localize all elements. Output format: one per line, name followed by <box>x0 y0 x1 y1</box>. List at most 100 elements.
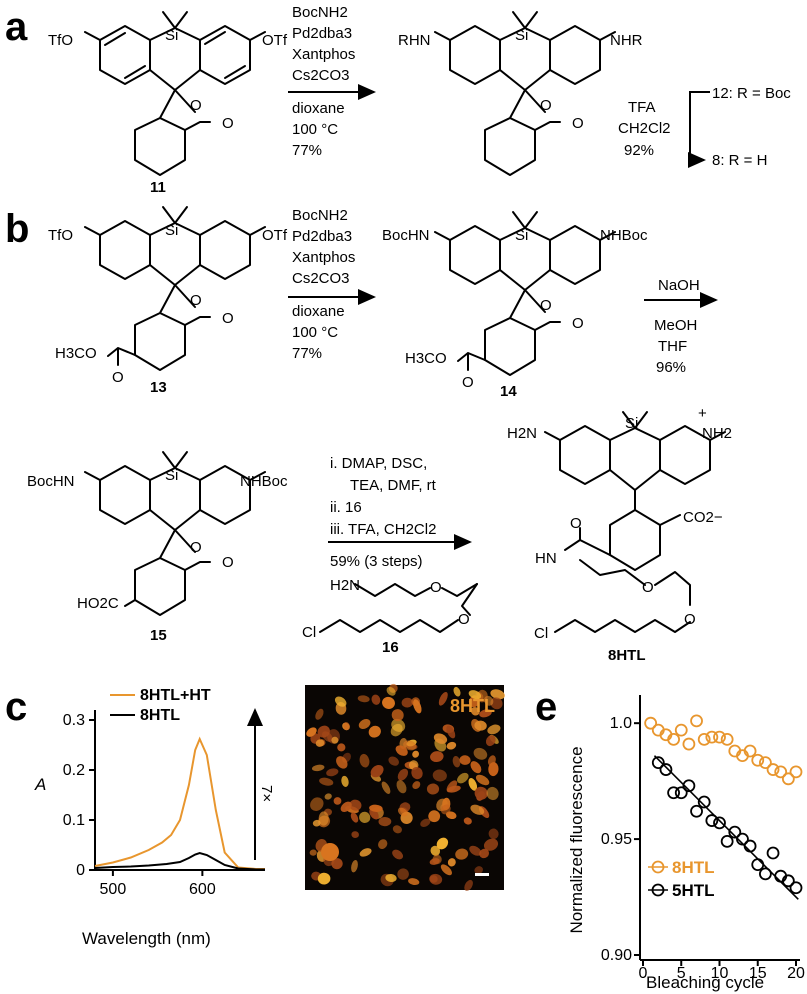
point-8htl <box>705 730 719 744</box>
chloride: Cl <box>302 624 316 641</box>
point-5htl <box>766 846 780 860</box>
o-atom: O <box>112 369 124 386</box>
compound-13-right: OTf <box>262 227 288 244</box>
product-carboxylate: CO2− <box>683 509 723 526</box>
amide-nh: HN <box>535 550 557 567</box>
cell-nucleus <box>397 807 408 817</box>
cell-nucleus <box>486 786 499 801</box>
cell-nucleus <box>322 731 333 742</box>
x-tick-label: 10 <box>711 965 729 982</box>
svg-text:CH2Cl2: CH2Cl2 <box>618 120 671 137</box>
svg-text:59% (3 steps): 59% (3 steps) <box>330 553 423 570</box>
svg-text:dioxane: dioxane <box>292 303 345 320</box>
cell-nucleus <box>428 810 441 823</box>
cell-nucleus <box>319 777 334 786</box>
conditions-a: BocNH2 Pd2dba3 Xantphos Cs2CO3 dioxane 1… <box>292 4 355 159</box>
cell-nucleus <box>381 781 391 794</box>
image-label: 8HTL <box>450 696 495 716</box>
svg-text:100 °C: 100 °C <box>292 121 338 138</box>
point-5htl <box>781 874 795 888</box>
cell-nucleus <box>445 811 457 820</box>
point-8htl <box>781 772 795 786</box>
si-atom: Si <box>165 467 178 484</box>
point-5htl <box>720 835 734 848</box>
point-5htl <box>789 881 803 895</box>
product-iminium: NH2 <box>702 425 732 442</box>
y-tick-label: 0.2 <box>63 762 85 779</box>
cell-nucleus <box>446 725 456 739</box>
o-atom: O <box>190 97 202 114</box>
svg-text:Pd2dba3: Pd2dba3 <box>292 25 352 42</box>
compound-15-right: NHBoc <box>240 473 288 490</box>
r-h-label: 8: R = H <box>712 152 767 169</box>
panel-label-b: b <box>5 207 29 251</box>
chart-c: 0 0.1 0.2 0.3 500 600 8HTL+HT 8HTL 7× A Wave… <box>34 687 275 948</box>
cell-nucleus <box>474 786 488 800</box>
reagent-16-structure <box>319 583 478 633</box>
compound-12-right: NHR <box>610 32 643 49</box>
product-8htl-label: 8HTL <box>608 647 646 664</box>
svg-text:THF: THF <box>658 338 687 355</box>
cell-nucleus <box>411 767 423 780</box>
chart-e: 0.90 0.95 1.0 0 5 10 15 20 8HTL 5HTL Normalize… <box>567 695 805 992</box>
compound-13-label: 13 <box>150 379 167 396</box>
point-8htl <box>713 730 726 744</box>
point-5htl <box>759 867 772 881</box>
cell-nucleus <box>309 849 317 856</box>
ester-group: H3CO <box>55 345 97 362</box>
cell-nucleus <box>485 735 496 747</box>
cell-nucleus <box>436 837 449 850</box>
o-atom: O <box>222 554 234 571</box>
o-atom: O <box>430 579 442 596</box>
r-boc-label: 12: R = Boc <box>712 85 791 102</box>
x-tick-label: 600 <box>189 881 216 898</box>
point-8htl <box>720 733 734 746</box>
positive-charge: + <box>698 405 707 422</box>
ester-group: H3CO <box>405 350 447 367</box>
point-5htl <box>705 814 719 827</box>
svg-text:Xantphos: Xantphos <box>292 249 355 266</box>
legend-label-8htl: 8HTL <box>672 858 715 877</box>
svg-text:dioxane: dioxane <box>292 100 345 117</box>
cell-nucleus <box>385 873 397 883</box>
cell-nucleus <box>341 775 349 787</box>
svg-text:NaOH: NaOH <box>658 277 700 294</box>
cell-nucleus <box>331 736 339 744</box>
reagent-16-amine: H2N <box>330 577 360 594</box>
o-atom: O <box>540 297 552 314</box>
legend-label-5htl: 5HTL <box>672 881 715 900</box>
scale-bar <box>475 873 489 876</box>
svg-text:i. DMAP, DSC,: i. DMAP, DSC, <box>330 455 427 472</box>
y-tick-label: 1.0 <box>610 715 632 732</box>
svg-text:ii. 16: ii. 16 <box>330 499 362 516</box>
o-atom: O <box>222 115 234 132</box>
svg-text:77%: 77% <box>292 142 322 159</box>
point-5htl <box>659 763 673 776</box>
point-5htl <box>736 832 749 846</box>
conditions-naoh: NaOH MeOH THF 96% <box>654 277 700 376</box>
cell-nucleus <box>430 845 441 856</box>
compound-11-label: 11 <box>150 179 166 196</box>
y-tick-label: 0.3 <box>63 712 85 729</box>
y-tick-label: 0.1 <box>63 812 85 829</box>
cell-nucleus <box>349 799 362 811</box>
deprotection-arrow <box>688 91 710 168</box>
o-atom: O <box>570 515 582 532</box>
cell-nucleus <box>474 720 487 731</box>
cell-nucleus <box>457 772 469 784</box>
cell-nucleus <box>359 811 371 824</box>
cell-nucleus <box>474 866 484 875</box>
o-atom: O <box>222 310 234 327</box>
cell-nucleus <box>397 768 409 781</box>
fluorescence-image <box>305 683 505 891</box>
cell-nucleus <box>359 848 372 857</box>
legend-label-8htl-ht: 8HTL+HT <box>140 687 211 704</box>
svg-text:TFA: TFA <box>628 99 656 116</box>
cell-nucleus <box>396 780 407 794</box>
cell-nucleus <box>369 804 383 812</box>
point-8htl <box>789 765 803 779</box>
compound-13-structure <box>84 206 266 371</box>
cell-nucleus <box>426 783 440 795</box>
cell-nucleus <box>429 858 440 865</box>
cell-nucleus <box>438 691 448 706</box>
